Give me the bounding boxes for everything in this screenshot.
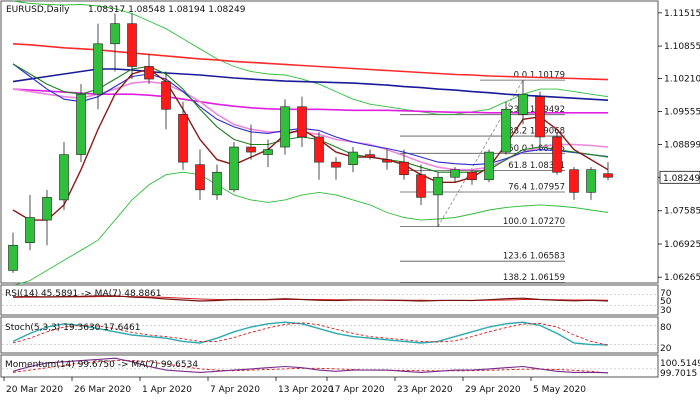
candle-body-19 (331, 161, 341, 168)
date-tick-label-4: 13 Apr 2020 (278, 385, 334, 395)
candle-body-7 (127, 23, 137, 67)
stoch-label: Stoch(5,3,3) 19.3630 17.6461 (5, 323, 140, 333)
candle-body-12 (212, 171, 222, 196)
price-tick-label-6: 1.07585 (664, 207, 700, 217)
date-tick-label-6: 23 Apr 2020 (397, 385, 453, 395)
candle-body-34 (586, 169, 596, 193)
ohlc-header: 1.08317 1.08548 1.08194 1.08249 (88, 5, 246, 15)
rsi-tick-30: 30 (660, 306, 672, 316)
candle-body-17 (297, 106, 307, 138)
price-tick-label-2: 1.10210 (664, 75, 700, 85)
candle-body-0 (8, 244, 18, 271)
candle-body-18 (314, 136, 324, 163)
candle-body-11 (195, 164, 205, 191)
rsi-line (12, 295, 609, 302)
ma-blue-line (12, 68, 609, 101)
momentum-line (12, 357, 609, 374)
fib-label-6: 100.0 1.07270 (503, 217, 565, 227)
svg-text:1.08249: 1.08249 (663, 174, 700, 184)
momentum-tick-high: 100.5149 (660, 359, 700, 369)
candle-body-26 (450, 169, 460, 178)
price-panel (0, 0, 659, 284)
candle-body-4 (76, 93, 86, 155)
price-tick-label-4: 1.08899 (664, 141, 700, 151)
rsi-tick-50: 50 (660, 297, 672, 307)
stoch-k-line (12, 321, 609, 346)
candle-body-10 (178, 114, 188, 163)
momentum-tick-low: 99.7015 (660, 369, 697, 379)
candle-body-6 (110, 23, 120, 45)
fib-trendline (437, 79, 524, 227)
momentum-panel (0, 354, 659, 378)
candle-body-22 (382, 159, 392, 163)
candle-body-32 (552, 136, 562, 173)
candle-body-1 (25, 217, 35, 244)
bollinger-lower-line (12, 171, 609, 286)
candle-body-5 (93, 43, 103, 95)
candle-body-27 (467, 171, 477, 181)
candle-body-16 (280, 106, 290, 148)
stoch-tick-20: 20 (660, 344, 672, 354)
candle-body-20 (348, 151, 358, 165)
fib-label-5: 76.4 1.07957 (508, 183, 565, 193)
fib-label-8: 138.2 1.06159 (503, 273, 565, 283)
candle-body-29 (501, 108, 511, 153)
candle-body-14 (246, 146, 256, 153)
price-tick-label-1: 1.10855 (664, 42, 700, 52)
fib-label-4: 61.8 1.08381 (508, 161, 565, 171)
date-tick-label-7: 29 Apr 2020 (465, 385, 521, 395)
price-tick-label-3: 1.09555 (664, 108, 700, 118)
momentum-label: Momentum(14) 99.6750 -> MA(7) 99.6534 (5, 360, 198, 370)
stoch-tick-80: 80 (660, 323, 672, 333)
candle-body-15 (263, 149, 273, 155)
candle-body-30 (518, 93, 528, 115)
candle-body-35 (603, 173, 613, 178)
symbol-header: EURUSD,Daily (6, 5, 70, 15)
date-tick-label-2: 1 Apr 2020 (142, 385, 192, 395)
fib-label-0: 0.0 1.10179 (514, 71, 565, 81)
price-tick-label-8: 1.06265 (664, 273, 700, 283)
candle-body-8 (144, 66, 154, 80)
date-tick-label-0: 20 Mar 2020 (6, 385, 63, 395)
candle-body-31 (535, 96, 545, 138)
stoch-d-line (12, 322, 609, 346)
candle-body-21 (365, 154, 375, 158)
fib-label-7: 123.6 1.06583 (503, 252, 565, 262)
candle-body-23 (399, 161, 409, 176)
rsi-label: RSI(14) 45.5891 -> MA(7) 48.8861 (5, 289, 161, 299)
momentum-ma-line (12, 360, 609, 374)
candle-body-9 (161, 81, 171, 110)
fast-green-line (12, 63, 609, 173)
date-tick-label-8: 5 May 2020 (533, 385, 586, 395)
price-axis: 1.11515 1.10855 1.10210 1.09555 1.08899 1.082… (658, 9, 700, 283)
price-tick-label-7: 1.06925 (664, 240, 700, 250)
candle-body-13 (229, 146, 239, 191)
date-tick-label-1: 26 Mar 2020 (74, 385, 131, 395)
date-tick-label-3: 7 Apr 2020 (210, 385, 260, 395)
date-axis: 20 Mar 2020 26 Mar 2020 1 Apr 2020 7 Apr 20… (3, 377, 586, 395)
candle-body-25 (433, 176, 443, 196)
current-price-marker: 1.08249 (659, 170, 700, 184)
candle-body-3 (59, 154, 69, 201)
date-tick-label-5: 17 Apr 2020 (329, 385, 385, 395)
candle-body-28 (484, 151, 494, 181)
candle-body-33 (569, 169, 579, 193)
rsi-tick-70: 70 (660, 289, 672, 299)
candle-body-2 (42, 197, 52, 221)
candle-body-24 (416, 174, 426, 198)
ema-red-line (12, 43, 609, 81)
price-tick-label-0: 1.11515 (664, 9, 700, 19)
stoch-panel (0, 316, 659, 354)
